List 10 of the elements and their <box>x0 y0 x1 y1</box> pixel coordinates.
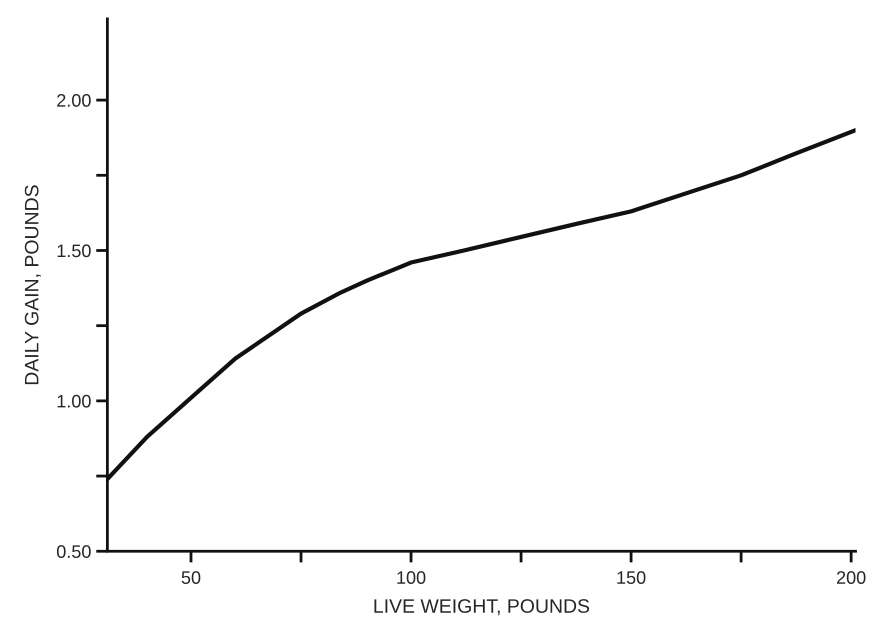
y-tick-label: 1.50 <box>58 244 91 258</box>
x-tick-label: 100 <box>397 571 426 584</box>
x-tick-label: 150 <box>617 571 646 584</box>
y-tick-label: 2.00 <box>57 94 91 107</box>
x-tick-label: 50 <box>182 571 200 584</box>
x-tick-label: 200 <box>836 571 866 584</box>
y-axis-title: DAILY GAIN, POUNDS <box>24 185 41 384</box>
y-tick-label: 0.50 <box>56 545 91 558</box>
x-axis-title: LIVE WEIGHT, POUNDS <box>374 599 590 616</box>
y-tick-label: 1.00 <box>58 394 91 408</box>
